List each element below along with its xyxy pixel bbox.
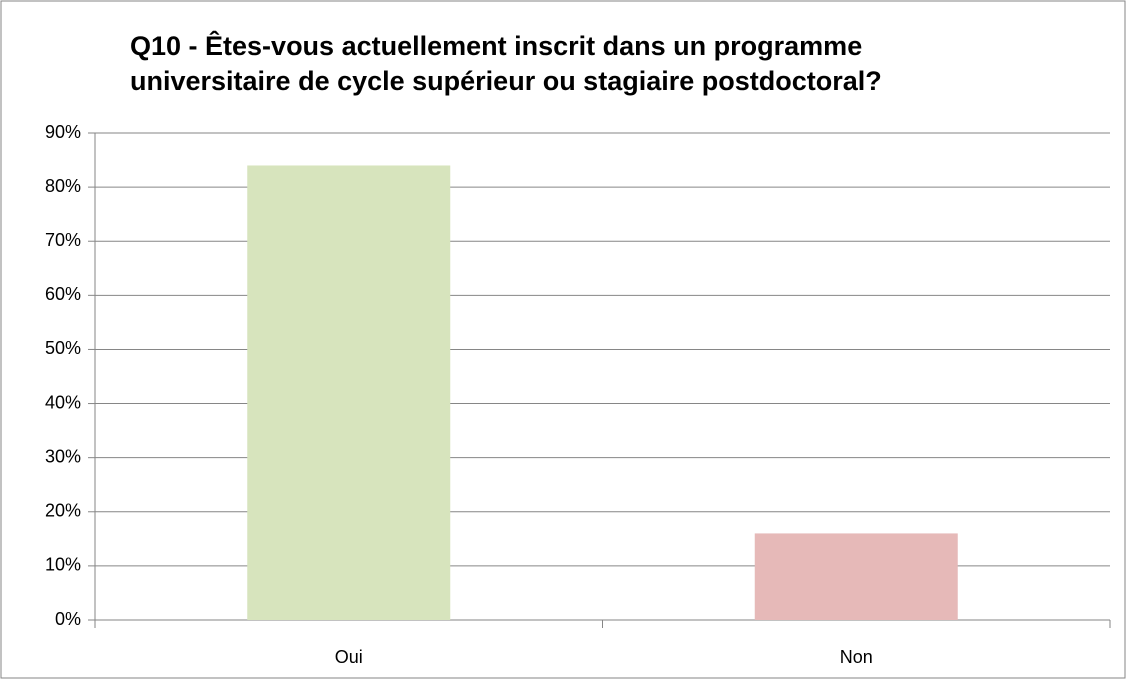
y-tick-label: 80% — [45, 176, 81, 196]
y-tick-label: 0% — [55, 609, 81, 629]
chart-title: universitaire de cycle supérieur ou stag… — [130, 66, 882, 96]
y-tick-label: 10% — [45, 555, 81, 575]
y-tick-label: 40% — [45, 392, 81, 412]
y-tick-label: 50% — [45, 338, 81, 358]
bar — [754, 533, 958, 620]
y-tick-label: 70% — [45, 230, 81, 250]
x-tick-label: Non — [840, 647, 873, 667]
y-tick-label: 20% — [45, 501, 81, 521]
bar — [247, 165, 451, 620]
chart-title: Q10 - Êtes-vous actuellement inscrit dan… — [130, 30, 862, 61]
x-tick-label: Oui — [335, 647, 363, 667]
y-tick-label: 60% — [45, 284, 81, 304]
y-tick-label: 90% — [45, 122, 81, 142]
y-tick-label: 30% — [45, 446, 81, 466]
